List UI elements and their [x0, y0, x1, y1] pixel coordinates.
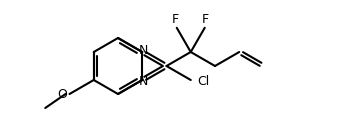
Text: F: F — [172, 13, 179, 26]
Text: N: N — [139, 44, 148, 58]
Text: F: F — [202, 13, 209, 26]
Text: Cl: Cl — [198, 74, 210, 88]
Text: N: N — [139, 74, 148, 88]
Text: O: O — [58, 88, 67, 100]
